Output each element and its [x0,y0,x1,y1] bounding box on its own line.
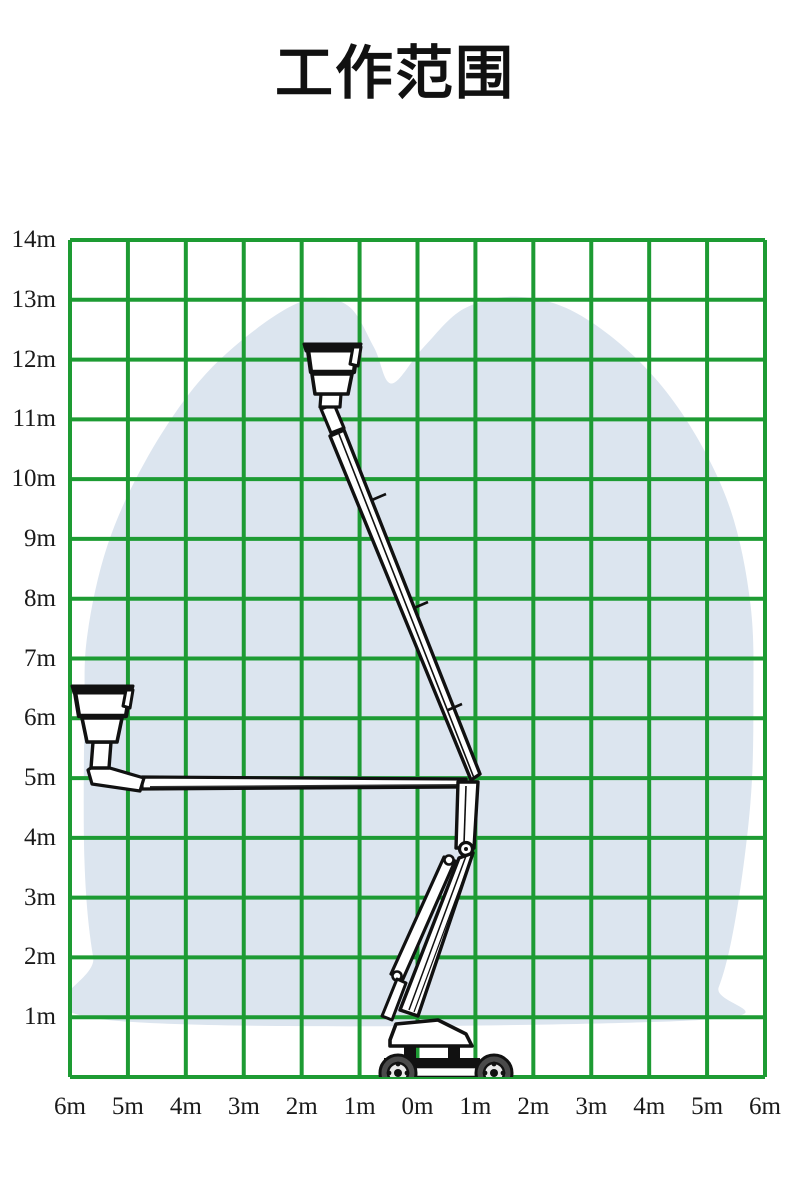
y-axis-tick-label: 13m [11,285,56,313]
riser-upper-link-line [463,785,467,845]
x-axis-tick-label: 3m [227,1093,260,1120]
turntable-leg-right [448,1046,460,1058]
x-axis-tick-label: 6m [54,1093,86,1120]
upper-boom-section-joint-1 [371,492,387,502]
y-axis-tick-label: 6m [24,704,56,732]
x-axis-tick-label: 4m [169,1093,202,1120]
riser-elbow-pin-center [464,847,468,851]
cylinder-tube [380,977,408,1022]
wheel-right [474,1053,514,1077]
upper-basket-rail [302,342,363,353]
riser-lower-boom-line-b [413,857,472,1013]
chassis-deck-top [384,1058,480,1067]
y-axis-tick-label: 12m [11,345,56,373]
x-axis-tick-label: 5m [111,1093,144,1120]
x-axis-tick-label: 6m [749,1093,781,1120]
upper-basket-post [318,392,343,409]
wheel-left [378,1053,418,1077]
lower-basket-post [89,740,113,770]
lower-basket-rail [70,684,135,695]
lower-basket-taper [80,716,124,744]
y-axis-tick-label: 11m [12,405,56,433]
upper-boom-section-joint-2 [413,600,429,610]
riser-upper-link [454,780,480,850]
x-axis-tick-label: 3m [575,1093,608,1120]
upper-basket-taper [310,372,354,396]
chassis-group [378,1018,514,1077]
page-title: 工作范围 [274,39,515,107]
y-axis-tick-label: 3m [24,883,56,911]
boom-lift-illustration [70,342,514,1077]
y-axis-tick-label: 14m [11,226,56,253]
lower-pose-group [70,684,468,793]
cylinder-pin-upper [443,854,455,866]
lower-boom-arm-shadow [150,784,462,790]
x-axis-tick-label: 1m [459,1093,492,1120]
x-axis-tick-label: 0m [401,1093,434,1120]
riser-lower-boom-line-a [408,855,467,1011]
y-axis-tick-label: 9m [24,524,56,552]
x-axis-tick-label: 1m [343,1093,376,1120]
upper-main-boom [328,428,482,782]
y-axis-tick-label: 7m [24,644,56,672]
y-axis-tick-label: 4m [24,823,56,851]
chart-gridlines [68,238,767,1079]
y-axis-tick-label: 5m [24,764,56,792]
lower-basket-body [72,689,133,719]
riser-assembly [380,780,480,1022]
lower-basket-handle [121,688,135,710]
x-axis-tick-label: 4m [633,1093,666,1120]
turntable-leg-left [404,1046,416,1058]
y-axis-tick-label: 2m [24,943,56,971]
turntable-housing [388,1018,474,1048]
x-axis-tick-label: 2m [517,1093,550,1120]
y-axis-tick-label: 10m [11,465,56,493]
y-axis-tick-label: 1m [24,1003,56,1031]
upper-basket-handle [348,345,363,368]
y-axis-tick-label: 8m [24,584,56,612]
x-axis-tick-label: 5m [691,1093,724,1120]
upper-pose-group [302,342,482,782]
x-axis-tick-label: 2m [285,1093,318,1120]
upper-boom-section-joint-3 [447,702,463,712]
upper-boom-inner-line [338,433,475,779]
